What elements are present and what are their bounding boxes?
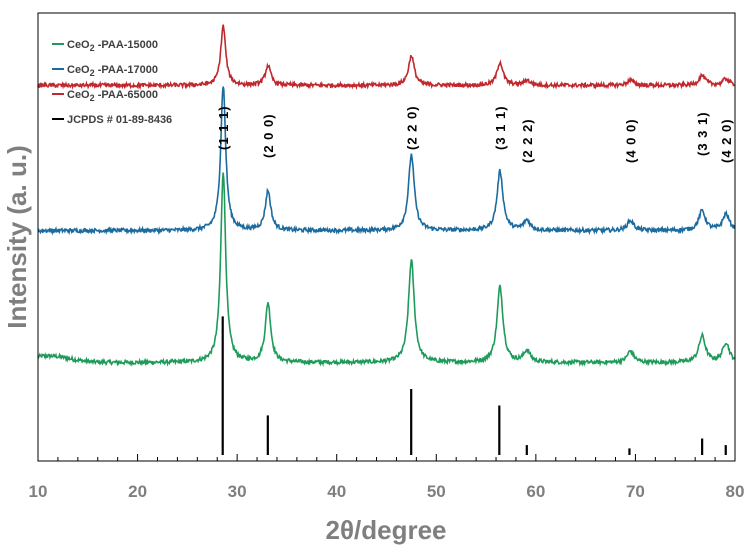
legend-entry: CeO2 -PAA-65000 — [67, 89, 158, 103]
series-line-3 — [37, 24, 736, 91]
legend-entry: CeO2 -PAA-15000 — [67, 39, 158, 53]
peak-label: (2 2 2) — [520, 118, 535, 163]
x-tick-label: 40 — [327, 482, 346, 501]
peak-label: (2 2 0) — [404, 105, 419, 150]
x-tick-label: 20 — [128, 482, 147, 501]
reference-layer — [221, 316, 727, 455]
peak-label: (4 0 0) — [623, 118, 638, 163]
x-tick-label: 70 — [626, 482, 645, 501]
x-tick-label: 60 — [526, 482, 545, 501]
axes-layer — [37, 12, 736, 462]
peak-label: (2 0 0) — [261, 113, 276, 158]
peak-label: (1 1 1) — [216, 105, 231, 150]
series-line-1 — [37, 172, 736, 368]
legend-entry: JCPDS # 01-89-8436 — [67, 114, 172, 126]
x-axis-title: 2θ/degree — [326, 515, 447, 545]
series-line-2 — [37, 86, 736, 236]
peak-annotations: (1 1 1) (2 0 0) (2 2 0) (3 1 1) (2 2 2) (4 0 … — [216, 105, 734, 163]
peak-label: (3 1 1) — [493, 105, 508, 150]
plot-frame — [37, 12, 736, 462]
legend-entry: CeO2 -PAA-17000 — [67, 64, 158, 78]
x-ticks: 10 20 30 40 50 60 70 80 — [29, 454, 745, 501]
x-tick-label: 80 — [726, 482, 745, 501]
y-axis-title: Intensity (a. u.) — [2, 145, 32, 328]
legend: CeO2 -PAA-15000 CeO2 -PAA-17000 CeO2 -PAA-… — [52, 39, 172, 126]
x-tick-label: 50 — [427, 482, 446, 501]
x-tick-label: 10 — [29, 482, 48, 501]
peak-label: (3 3 1) — [695, 111, 710, 156]
peak-label: (4 2 0) — [719, 118, 734, 163]
x-tick-label: 30 — [228, 482, 247, 501]
series-layer — [37, 24, 736, 368]
